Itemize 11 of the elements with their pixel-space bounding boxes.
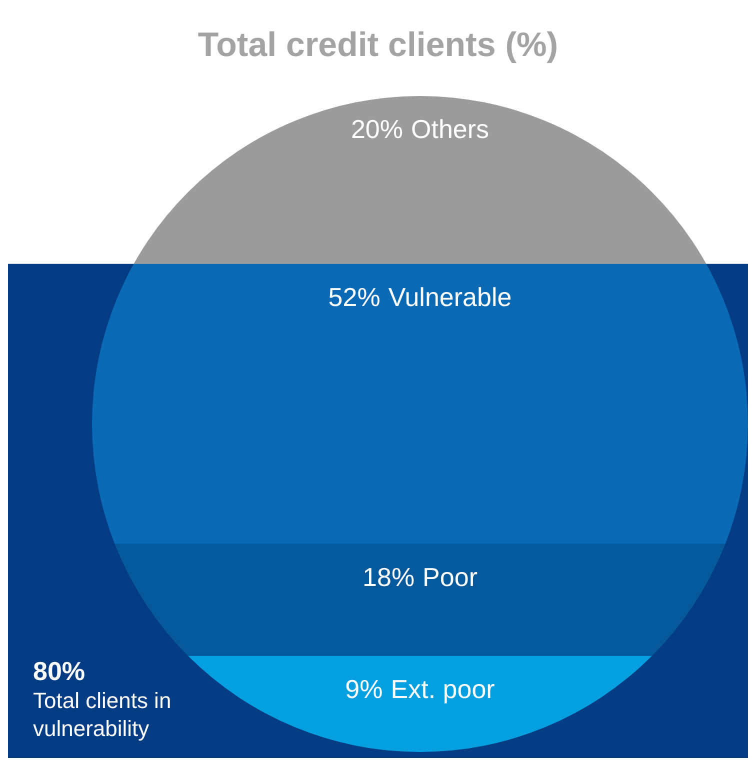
- text: 80%: [33, 656, 86, 686]
- text: Total credit clients (%): [198, 26, 558, 64]
- data-label: 18%: [362, 562, 415, 592]
- category-label: Vulnerable: [388, 282, 512, 312]
- category-label: Poor: [422, 562, 478, 592]
- data-label: 9%: [345, 674, 383, 704]
- category-label: Ext. poor: [390, 674, 496, 704]
- data-label: 52%: [328, 282, 380, 312]
- category-label: Others: [411, 114, 490, 144]
- text: Total clients in vulnerability: [33, 688, 172, 741]
- data-label: 20%: [350, 114, 404, 144]
